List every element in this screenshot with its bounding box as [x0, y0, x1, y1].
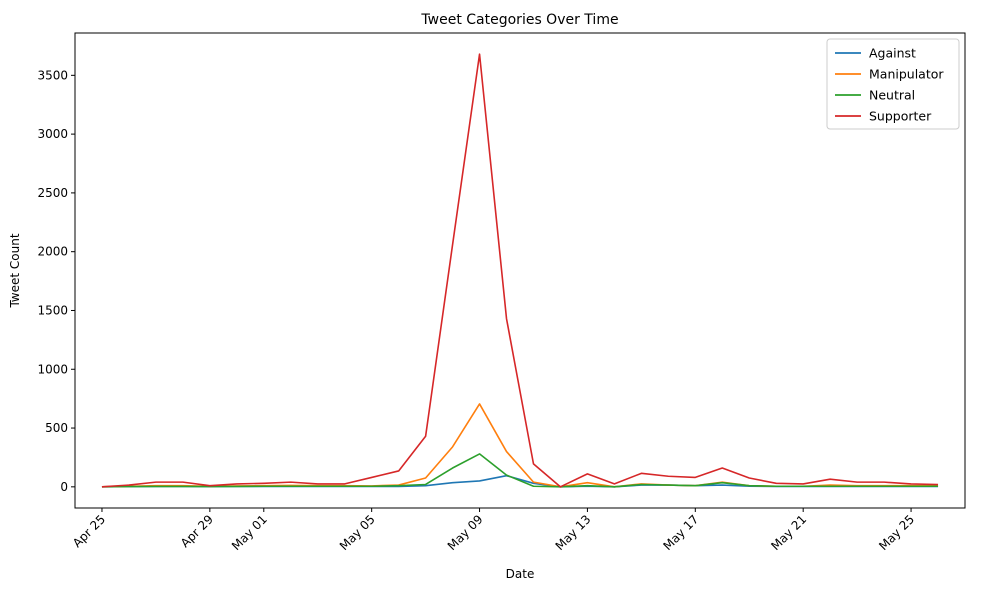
- x-tick-label: May 25: [876, 512, 917, 553]
- x-tick-label: May 09: [445, 512, 486, 553]
- y-tick-label: 3000: [37, 127, 68, 141]
- x-tick-label: May 13: [553, 512, 594, 553]
- series-line-neutral: [101, 453, 939, 488]
- axes-frame: [74, 32, 966, 509]
- y-tick-label: 1000: [37, 362, 68, 376]
- y-tick-label: 2500: [37, 186, 68, 200]
- series-line-supporter: [101, 53, 939, 488]
- y-axis-label: Tweet Count: [8, 233, 22, 308]
- x-tick-label: Apr 25: [70, 512, 108, 550]
- legend-label-manipulator: Manipulator: [869, 67, 944, 82]
- x-tick-label: May 17: [660, 512, 701, 553]
- x-axis: Apr 25 Apr 29 May 01 May 05 May 09 May 13 May …: [70, 508, 917, 553]
- plot-area: [101, 53, 939, 488]
- series-line-manipulator: [101, 403, 939, 488]
- x-tick-label: May 05: [337, 512, 378, 553]
- chart-title: Tweet Categories Over Time: [420, 12, 618, 28]
- legend-label-supporter: Supporter: [869, 109, 932, 124]
- legend-box: [826, 38, 960, 130]
- y-axis: 0 500 1000 1500 2000 2500 3000 3500: [37, 68, 75, 494]
- x-tick-label: May 21: [768, 512, 809, 553]
- y-tick-label: 1500: [37, 303, 68, 317]
- x-tick-label: Apr 29: [178, 512, 216, 550]
- x-tick-label: May 01: [229, 512, 270, 553]
- legend: Against Manipulator Neutral Supporter: [826, 38, 960, 130]
- legend-label-neutral: Neutral: [869, 88, 915, 103]
- y-tick-label: 3500: [37, 68, 68, 82]
- y-tick-label: 2000: [37, 245, 68, 259]
- legend-label-against: Against: [869, 46, 916, 61]
- y-tick-label: 0: [60, 480, 68, 494]
- y-tick-label: 500: [45, 421, 68, 435]
- x-axis-label: Date: [506, 567, 535, 581]
